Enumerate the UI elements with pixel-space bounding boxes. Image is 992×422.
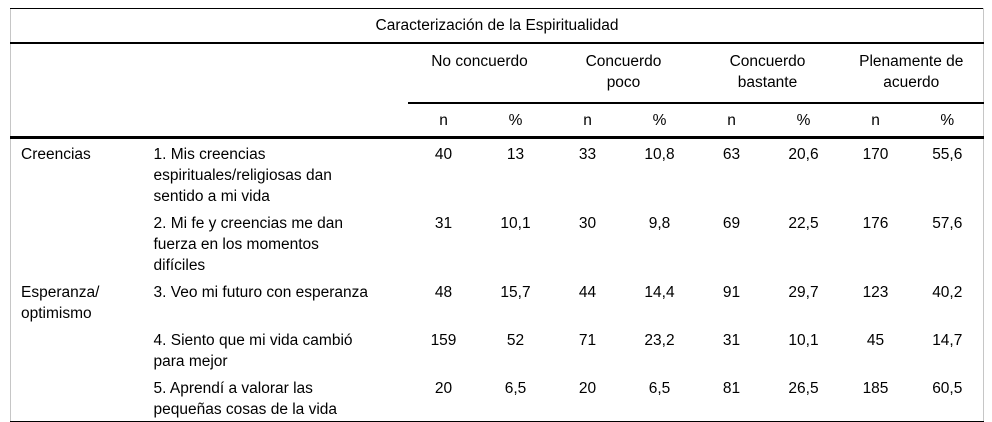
value-cell: 176 xyxy=(862,215,889,232)
table-row: 4. Siento que mi vida cambió para mejor … xyxy=(11,325,984,373)
col-group-plenamente-de-acuerdo: Plenamente de acuerdo xyxy=(839,43,984,104)
subheader-n: n xyxy=(407,103,480,139)
value-cell: 9,8 xyxy=(648,215,671,232)
value-cell: 69 xyxy=(722,215,741,232)
subheader-pct: % xyxy=(767,103,840,139)
value-cell: 48 xyxy=(434,284,453,301)
value-cell: 15,7 xyxy=(500,284,531,301)
subheader-row: n % n % n % n % xyxy=(11,103,984,139)
value-cell: 55,6 xyxy=(932,146,963,163)
header-spacer-cell xyxy=(10,43,408,139)
subheader-pct: % xyxy=(911,103,984,139)
table-row: Creencias 1. Mis creencias espirituales/… xyxy=(11,138,984,209)
value-cell: 23,2 xyxy=(644,332,675,349)
value-cell: 10,8 xyxy=(644,146,675,163)
value-cell: 71 xyxy=(578,332,597,349)
item-cell: 1. Mis creencias espirituales/religiosas… xyxy=(153,146,332,205)
value-cell: 170 xyxy=(862,146,889,163)
value-cell: 20 xyxy=(434,380,453,397)
category-cell xyxy=(11,208,146,277)
col-group-concuerdo-poco: Concuerdo poco xyxy=(551,43,696,104)
column-group-row: No concuerdo Concuerdo poco Concuerdo ba… xyxy=(10,43,984,139)
value-cell: 31 xyxy=(434,215,453,232)
title-row: Caracterización de la Espiritualidad xyxy=(10,8,984,44)
value-cell: 159 xyxy=(430,332,457,349)
table-row: Esperanza/ optimismo 3. Veo mi futuro co… xyxy=(11,277,984,325)
value-cell: 40,2 xyxy=(932,284,963,301)
table-title: Caracterización de la Espiritualidad xyxy=(10,8,984,44)
value-cell: 26,5 xyxy=(788,380,819,397)
col-group-no-concuerdo: No concuerdo xyxy=(407,43,552,104)
item-cell: 2. Mi fe y creencias me dan fuerza en lo… xyxy=(153,215,344,274)
category-cell xyxy=(11,325,146,373)
item-cell: 4. Siento que mi vida cambió para mejor xyxy=(153,332,353,370)
table-row: 2. Mi fe y creencias me dan fuerza en lo… xyxy=(11,208,984,277)
value-cell: 6,5 xyxy=(648,380,671,397)
item-cell: 5. Aprendí a valorar las pequeñas cosas … xyxy=(153,380,338,418)
value-cell: 22,5 xyxy=(788,215,819,232)
category-cell: Esperanza/ optimismo xyxy=(21,284,100,322)
value-cell: 81 xyxy=(722,380,741,397)
value-cell: 91 xyxy=(722,284,741,301)
category-cell: Creencias xyxy=(21,146,91,163)
item-cell: 3. Veo mi futuro con esperanza xyxy=(153,284,369,301)
value-cell: 20 xyxy=(578,380,597,397)
subheader-n: n xyxy=(695,103,768,139)
value-cell: 31 xyxy=(722,332,741,349)
value-cell: 13 xyxy=(506,146,525,163)
table-row: 5. Aprendí a valorar las pequeñas cosas … xyxy=(11,373,984,422)
value-cell: 123 xyxy=(862,284,889,301)
value-cell: 33 xyxy=(578,146,597,163)
value-cell: 63 xyxy=(722,146,741,163)
subheader-pct: % xyxy=(479,103,552,139)
col-group-concuerdo-bastante: Concuerdo bastante xyxy=(695,43,840,104)
spirituality-table: Caracterización de la Espiritualidad No … xyxy=(10,8,985,422)
subheader-n: n xyxy=(551,103,624,139)
value-cell: 10,1 xyxy=(500,215,531,232)
subheader-n: n xyxy=(839,103,912,139)
subheader-pct: % xyxy=(623,103,696,139)
value-cell: 44 xyxy=(578,284,597,301)
value-cell: 10,1 xyxy=(788,332,819,349)
value-cell: 40 xyxy=(434,146,453,163)
table-container: Caracterización de la Espiritualidad No … xyxy=(10,8,985,422)
value-cell: 20,6 xyxy=(788,146,819,163)
value-cell: 30 xyxy=(578,215,597,232)
value-cell: 14,7 xyxy=(932,332,963,349)
value-cell: 29,7 xyxy=(788,284,819,301)
value-cell: 14,4 xyxy=(644,284,675,301)
value-cell: 52 xyxy=(506,332,525,349)
value-cell: 45 xyxy=(866,332,885,349)
value-cell: 57,6 xyxy=(932,215,963,232)
value-cell: 185 xyxy=(862,380,889,397)
value-cell: 60,5 xyxy=(932,380,963,397)
category-cell xyxy=(11,373,146,422)
value-cell: 6,5 xyxy=(504,380,527,397)
